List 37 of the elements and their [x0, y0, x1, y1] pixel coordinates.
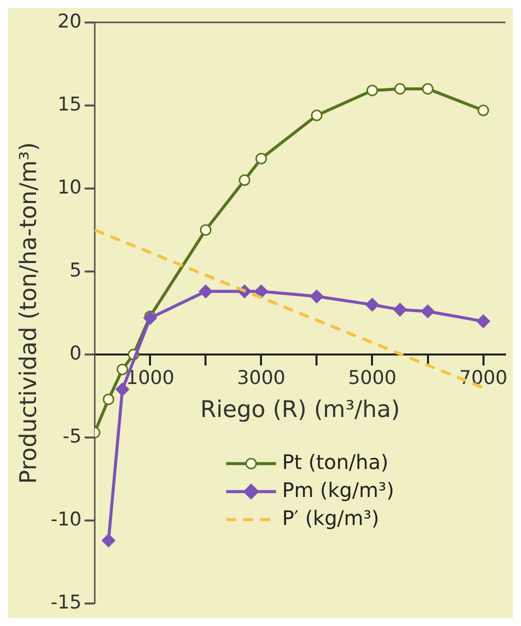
- point: [143, 311, 157, 325]
- point: [254, 284, 268, 298]
- y-tick-label: 0: [70, 342, 82, 364]
- y-tick-label: 15: [57, 93, 82, 116]
- point: [310, 110, 322, 122]
- point: [394, 83, 406, 95]
- point: [238, 174, 250, 186]
- point: [365, 298, 379, 312]
- point: [366, 84, 378, 96]
- point: [393, 302, 407, 316]
- point: [478, 104, 490, 116]
- y-tick-label: 10: [57, 176, 82, 198]
- point: [200, 224, 212, 236]
- y-tick-label: 5: [70, 259, 82, 282]
- point: [102, 394, 114, 406]
- point: [116, 382, 130, 396]
- x-tick-label: 3000: [237, 366, 286, 389]
- legend-label: Pm (kg/m³): [282, 478, 394, 502]
- point: [116, 364, 128, 376]
- point: [421, 304, 435, 318]
- point: [422, 83, 434, 95]
- point: [102, 534, 116, 548]
- x-axis-title: Riego (R) (m³/ha): [200, 397, 400, 424]
- x-tick-label: 5000: [348, 366, 396, 389]
- point: [198, 284, 212, 298]
- y-tick-label: -5: [62, 425, 82, 448]
- y-tick-label: -10: [50, 508, 82, 531]
- legend-label: Pt (ton/ha): [282, 450, 388, 474]
- point: [476, 314, 490, 328]
- y-axis-title: Productividad (ton/ha-ton/m³): [16, 142, 42, 484]
- y-tick-label: 20: [57, 10, 82, 32]
- x-tick-label: 1000: [126, 366, 174, 389]
- x-tick-label: 7000: [459, 366, 508, 389]
- y-tick-label: -15: [50, 592, 82, 614]
- point: [310, 290, 324, 304]
- legend-label: P′ (kg/m³): [282, 506, 380, 530]
- point: [255, 152, 267, 164]
